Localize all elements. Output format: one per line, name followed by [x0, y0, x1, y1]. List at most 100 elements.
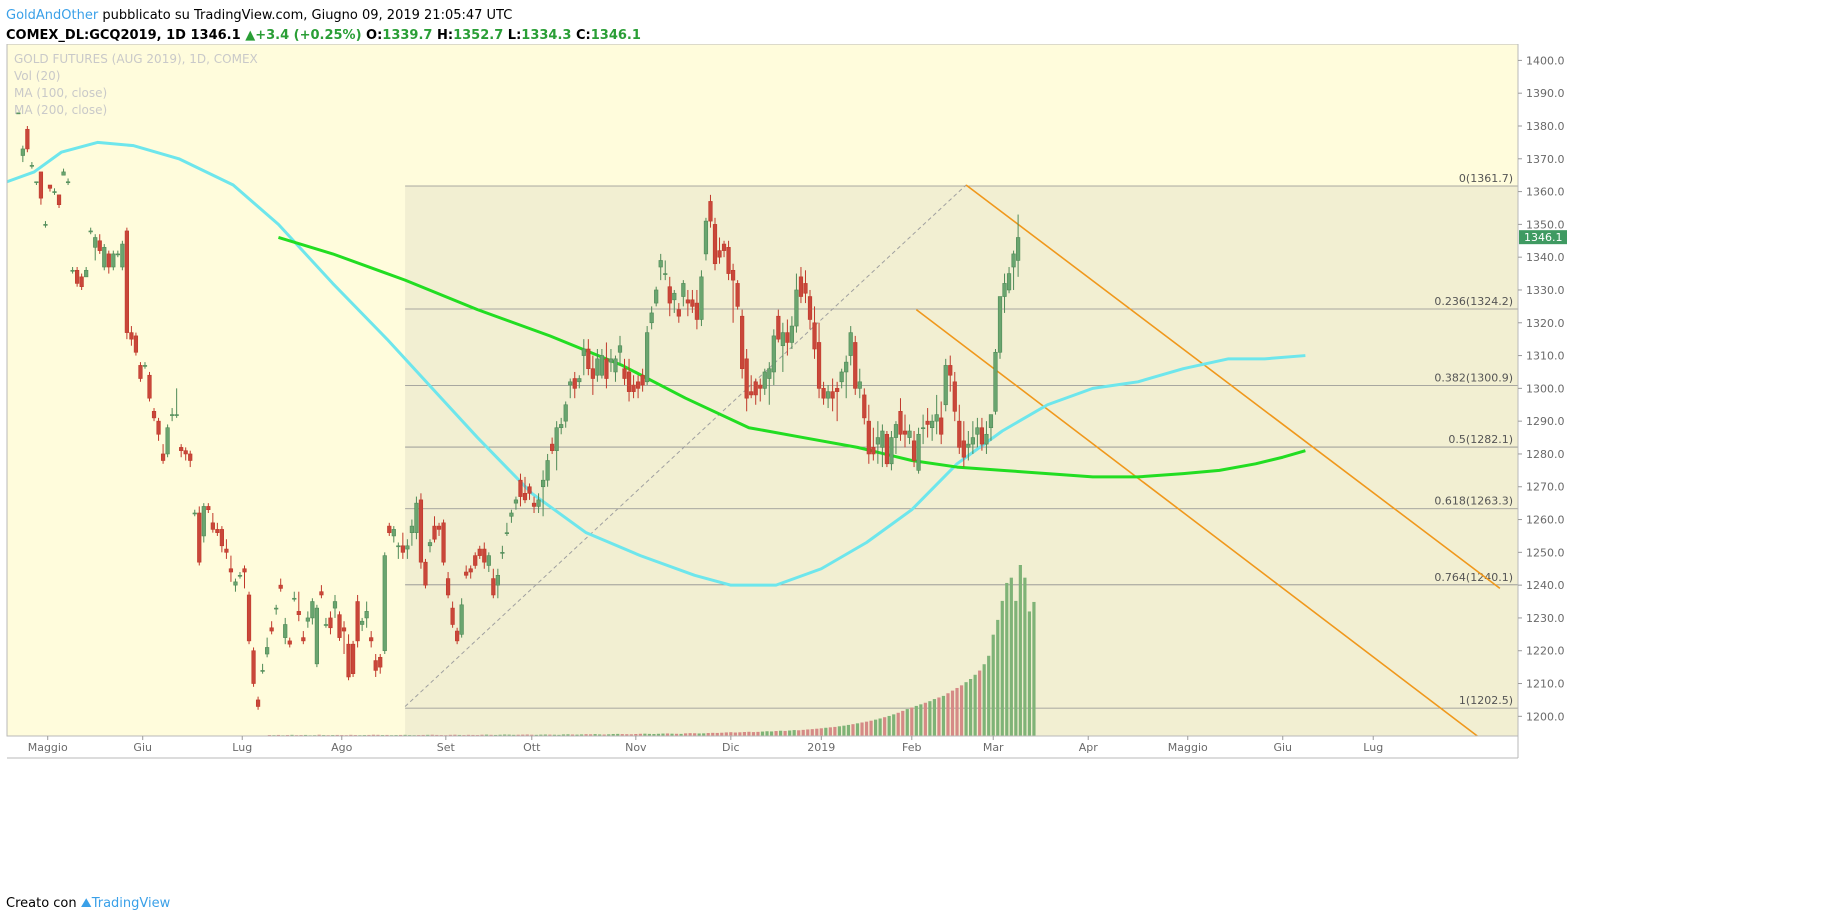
candle-body	[581, 348, 586, 356]
candle-body	[423, 561, 428, 586]
price-tick-label: 1280.0	[1526, 448, 1565, 461]
candle-body	[844, 361, 849, 373]
volume-bar	[783, 730, 787, 736]
volume-bar	[385, 734, 389, 736]
volume-bar	[598, 734, 602, 736]
candle-body	[97, 240, 102, 251]
candle-body	[188, 453, 193, 461]
volume-bar	[869, 720, 873, 736]
price-tick-label: 1320.0	[1526, 317, 1565, 330]
candle-body	[224, 548, 229, 553]
time-axis[interactable]: Maggio Giu Lug Ago Set Ott Nov Dic 2019 Feb Mar Apr…	[7, 736, 1518, 759]
candle-body	[595, 358, 600, 376]
candle-body	[432, 525, 437, 540]
volume-bar	[1023, 577, 1027, 736]
volume-bar	[855, 723, 860, 736]
price-tick-label: 1380.0	[1526, 120, 1565, 133]
candle-body	[319, 591, 324, 596]
price-tick-label: 1240.0	[1526, 579, 1565, 592]
volume-bar	[1009, 577, 1013, 736]
high-label: H:	[437, 28, 454, 43]
volume-bar	[797, 730, 801, 736]
candle-body	[102, 247, 107, 268]
candle-body	[197, 512, 202, 563]
candle-body	[518, 479, 523, 497]
candle-body	[20, 148, 25, 156]
candle-body	[550, 443, 555, 451]
ma200-line	[278, 236, 1306, 479]
candle-body	[43, 224, 48, 226]
volume-bar	[932, 699, 937, 736]
candle-body	[830, 391, 835, 399]
candle-body	[771, 335, 776, 373]
candle-body	[626, 371, 632, 392]
candle-body	[34, 181, 39, 184]
candle-body	[513, 499, 519, 504]
volume-bar	[937, 697, 941, 736]
volume-bar	[674, 733, 679, 736]
candle-body	[640, 374, 645, 386]
candle-body	[70, 269, 75, 272]
candle-body	[38, 171, 44, 199]
volume-bar	[638, 733, 642, 736]
author-link[interactable]: GoldAndOther	[6, 8, 99, 23]
candle-body	[215, 529, 220, 533]
candle-body	[997, 296, 1003, 353]
candle-body	[726, 247, 731, 274]
price-axis[interactable]: 1200.0 1210.0 1220.0 1230.0 1240.0 1250.0 1260…	[6, 44, 1567, 758]
last-price: 1346.1	[190, 28, 241, 43]
candle-body	[504, 532, 509, 534]
price-tick-label: 1340.0	[1526, 251, 1565, 264]
candle-body	[233, 581, 238, 586]
candle-body	[486, 555, 491, 566]
candle-body	[287, 640, 292, 645]
candle-body	[740, 315, 745, 369]
overlay-lines	[6, 140, 1501, 737]
candle-body	[79, 276, 84, 287]
volume-bar	[914, 705, 918, 736]
candle-body	[948, 365, 953, 376]
candle-body	[916, 433, 921, 471]
candle-body	[464, 571, 469, 576]
candle-body	[880, 430, 885, 448]
high-value: 1352.7	[453, 28, 504, 43]
candle-body	[608, 358, 614, 363]
candle-body	[839, 371, 844, 383]
price-tick-label: 1310.0	[1526, 350, 1565, 363]
candle-body	[622, 368, 627, 379]
candle-body	[1006, 273, 1012, 291]
volume-bar	[733, 732, 737, 736]
price-tick-label: 1230.0	[1526, 612, 1565, 625]
volume-bar	[403, 734, 407, 736]
volume-bar	[1018, 565, 1022, 736]
candle-body	[52, 191, 57, 193]
candle-body	[228, 568, 234, 573]
volume-bar	[670, 733, 674, 736]
candle-body	[798, 276, 804, 297]
candle-body	[350, 643, 356, 674]
tradingview-link[interactable]: TradingView	[91, 896, 171, 911]
candle-body	[174, 414, 179, 416]
candle-body	[717, 250, 722, 258]
candle-body	[160, 453, 166, 461]
candle-body	[554, 427, 559, 451]
candle-body	[825, 391, 831, 399]
time-tick-label: Maggio	[28, 741, 68, 754]
candle-body	[445, 578, 451, 596]
candle-body	[966, 443, 971, 448]
volume-bar	[964, 682, 968, 736]
symbol-label: COMEX_DL:GCQ2019, 1D	[6, 28, 186, 43]
volume-bar	[453, 734, 457, 736]
candle-body	[943, 365, 948, 406]
candle-body	[1011, 253, 1016, 268]
candle-body	[405, 545, 410, 550]
price-tick-label: 1220.0	[1526, 645, 1565, 658]
open-value: 1339.7	[382, 28, 433, 43]
candle-body	[889, 437, 894, 465]
candle-body	[812, 322, 817, 350]
candle-body	[151, 411, 157, 419]
volume-bar	[819, 728, 823, 736]
price-chart[interactable]: 0(1361.7) 0.236(1324.2) 0.382(1300.9) 0.5(1…	[0, 44, 1828, 892]
candle-body	[921, 427, 926, 430]
candle-body	[663, 273, 668, 275]
